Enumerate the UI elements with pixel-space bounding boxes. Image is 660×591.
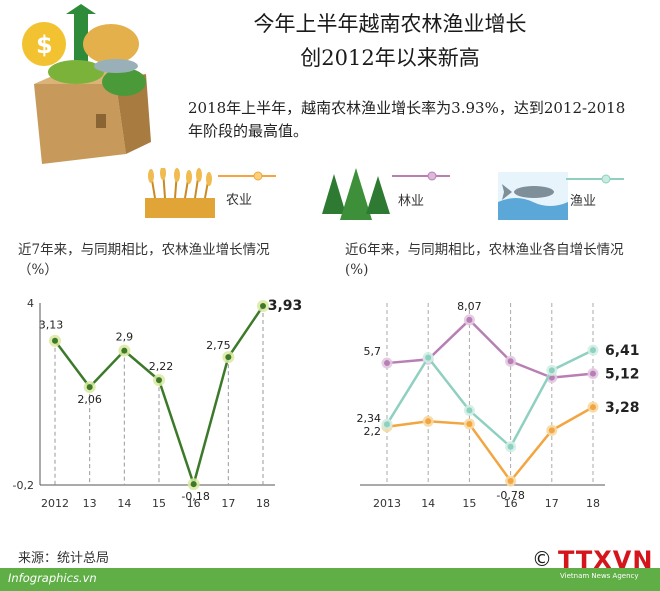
- legend-line-forestry: [392, 171, 450, 181]
- data-point: [384, 360, 390, 367]
- x-tick-label: 18: [256, 497, 270, 510]
- x-tick-label: 16: [187, 497, 201, 510]
- pine-trees-icon: [322, 168, 390, 220]
- data-label: -0,78: [496, 489, 524, 502]
- data-point: [466, 316, 473, 323]
- data-label: 2,75: [206, 339, 231, 352]
- source-note: 来源：统计总局: [18, 551, 110, 566]
- title-line-1: 今年上半年越南农林渔业增长: [253, 12, 527, 36]
- data-point: [548, 367, 555, 374]
- title-line-2: 创2012年以来新高: [300, 46, 480, 70]
- x-tick-label: 2013: [373, 497, 401, 510]
- legend-line-agriculture: [218, 171, 276, 181]
- data-label: 2,06: [77, 393, 102, 406]
- legend-label-agriculture: 农业: [226, 193, 253, 208]
- chart-1-total-growth: 4 -0,2 2012 13 14 15 16 17 18 3,13 2,06 2,9 2,22 -0,1…: [13, 297, 303, 510]
- svg-text:$: $: [36, 31, 53, 59]
- x-tick-label: 2012: [41, 497, 69, 510]
- x-tick-label: 17: [221, 497, 235, 510]
- legend-label-forestry: 林业: [398, 194, 425, 209]
- series-line-渔业: [385, 349, 594, 449]
- x-tick-label: 15: [152, 497, 166, 510]
- data-point: [507, 477, 514, 484]
- copyright-icon: ©: [532, 547, 552, 571]
- data-label: 3,28: [605, 400, 640, 416]
- data-point: [507, 358, 514, 365]
- data-point: [52, 337, 58, 344]
- produce-box-illustration: $: [22, 4, 151, 164]
- data-label: 3,13: [39, 319, 64, 332]
- x-tick-label: 18: [586, 497, 600, 510]
- legend-line-fishery: [566, 174, 624, 184]
- chart-2-sector-growth: 2013 14 15 16 17 18 -0,78 3,28 2,2 8,07 5,12 5,7 6,4…: [357, 300, 640, 510]
- data-point: [225, 354, 232, 361]
- data-point: [590, 370, 596, 377]
- y-tick-label: 4: [27, 297, 34, 310]
- x-tick-label: 16: [504, 497, 518, 510]
- legend-label-fishery: 渔业: [570, 194, 597, 209]
- series-line-农业: [386, 406, 594, 484]
- ttxvn-subtitle: Vietnam News Agency: [560, 572, 639, 580]
- wheat-icon: [145, 168, 215, 218]
- x-tick-label: 13: [83, 497, 97, 510]
- fish-icon: [498, 172, 568, 220]
- footer-band: [0, 568, 660, 591]
- data-label: 6,41: [605, 343, 640, 359]
- x-tick-label: 14: [117, 497, 131, 510]
- series-line-林业: [386, 318, 594, 379]
- y-tick-label: -0,2: [13, 479, 34, 492]
- data-label: -0,18: [181, 490, 209, 503]
- chart-2-heading: 近6年来，与同期相比，农林渔业各自增长情况(%): [345, 242, 624, 278]
- data-label: 2,9: [116, 331, 134, 344]
- data-point: [190, 481, 197, 488]
- data-point: [548, 374, 555, 381]
- data-point: [260, 303, 266, 310]
- data-point: [425, 418, 432, 425]
- summary-text: 2018年上半年，越南农林渔业增长率为3.93%，达到2012-2018年阶段的…: [188, 99, 626, 140]
- data-point: [548, 427, 555, 434]
- data-label: 5,12: [605, 367, 640, 383]
- data-label: 2,22: [149, 360, 174, 373]
- data-point: [507, 443, 514, 450]
- data-label: 8,07: [457, 300, 482, 313]
- data-label: 2,2: [364, 425, 382, 438]
- data-label: 3,93: [268, 298, 303, 314]
- data-point: [590, 404, 596, 411]
- data-point: [86, 384, 93, 391]
- x-tick-label: 14: [421, 497, 435, 510]
- chart-1-heading: 近7年来，与同期相比，农林渔业增长情况（%）: [18, 242, 270, 278]
- footer-url[interactable]: Infographics.vn: [8, 571, 97, 585]
- data-point: [590, 347, 596, 354]
- data-point: [466, 421, 473, 428]
- data-point: [156, 377, 162, 384]
- data-label: 5,7: [364, 345, 382, 358]
- data-label: 2,34: [357, 412, 382, 425]
- x-tick-label: 17: [545, 497, 559, 510]
- data-point: [466, 407, 473, 414]
- x-tick-label: 15: [462, 497, 476, 510]
- data-point: [121, 347, 128, 354]
- data-point: [384, 421, 390, 428]
- data-point: [425, 354, 432, 361]
